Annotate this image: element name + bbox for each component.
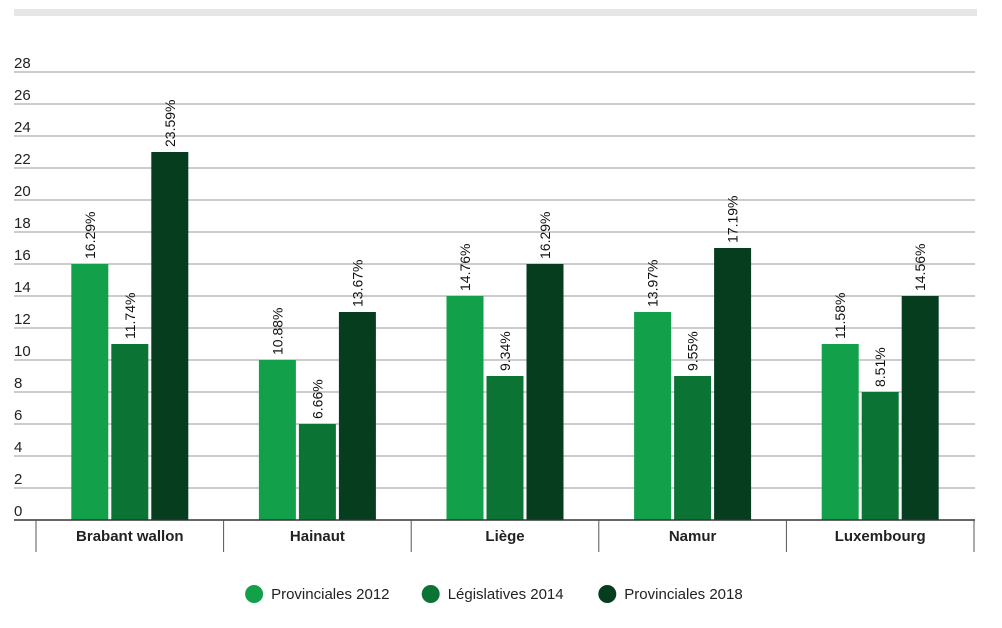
bar bbox=[338, 312, 376, 520]
data-label: 9.55% bbox=[685, 331, 701, 371]
x-axis: Brabant wallon Hainaut Liège Namur Luxembour… bbox=[14, 519, 975, 552]
top-banner-bar bbox=[14, 9, 977, 16]
x-tick-label: Namur bbox=[669, 528, 717, 545]
y-tick-label: 6 bbox=[14, 407, 22, 424]
y-tick-label: 24 bbox=[14, 119, 31, 136]
bar bbox=[634, 312, 672, 520]
bars bbox=[71, 152, 939, 520]
y-tick-label: 2 bbox=[14, 471, 22, 488]
data-label: 11.58% bbox=[832, 293, 848, 339]
y-tick-label: 8 bbox=[14, 375, 22, 392]
data-label: 11.74% bbox=[122, 293, 138, 339]
bar bbox=[446, 296, 484, 520]
bar bbox=[151, 152, 189, 520]
y-tick-label: 18 bbox=[14, 215, 31, 232]
bar bbox=[821, 344, 859, 520]
legend-swatch bbox=[421, 585, 440, 603]
bar bbox=[526, 264, 564, 520]
bar bbox=[901, 296, 939, 520]
data-label: 23.59% bbox=[162, 100, 178, 147]
y-tick-label: 16 bbox=[14, 247, 31, 264]
x-tick-label: Luxembourg bbox=[835, 528, 926, 545]
data-label: 8.51% bbox=[872, 347, 888, 387]
y-tick-label: 10 bbox=[14, 343, 31, 360]
bar bbox=[298, 424, 336, 520]
bar bbox=[861, 392, 899, 520]
data-label: 14.76% bbox=[457, 244, 473, 291]
y-tick-label: 28 bbox=[14, 55, 31, 72]
bar bbox=[71, 264, 109, 520]
data-label: 14.56% bbox=[912, 244, 928, 291]
bar bbox=[111, 344, 149, 520]
y-tick-label: 12 bbox=[14, 311, 31, 328]
y-tick-label: 0 bbox=[14, 503, 22, 520]
data-label: 13.67% bbox=[349, 260, 365, 307]
data-label: 10.88% bbox=[269, 308, 285, 355]
data-labels: 16.29% 11.74% 23.59% 10.88% 6.66% 13.67% 14.76… bbox=[82, 100, 928, 419]
legend-swatch bbox=[598, 585, 617, 603]
legend-label: Provinciales 2018 bbox=[624, 586, 742, 603]
data-label: 13.97% bbox=[645, 260, 661, 307]
x-tick-label: Brabant wallon bbox=[76, 528, 184, 545]
y-tick-label: 4 bbox=[14, 439, 22, 456]
data-label: 9.34% bbox=[497, 331, 513, 371]
bar bbox=[714, 248, 752, 520]
x-tick-label: Hainaut bbox=[290, 528, 345, 545]
bar bbox=[674, 376, 712, 520]
legend: Provinciales 2012 Législatives 2014 Provin… bbox=[245, 585, 743, 603]
legend-swatch bbox=[245, 585, 264, 603]
y-tick-label: 20 bbox=[14, 183, 31, 200]
data-label: 6.66% bbox=[309, 379, 325, 419]
bar bbox=[486, 376, 524, 520]
y-tick-label: 14 bbox=[14, 279, 31, 296]
legend-label: Provinciales 2012 bbox=[271, 586, 389, 603]
legend-label: Législatives 2014 bbox=[448, 586, 564, 603]
y-tick-label: 26 bbox=[14, 87, 31, 104]
bar bbox=[258, 360, 296, 520]
data-label: 16.29% bbox=[82, 212, 98, 259]
x-tick-label: Liège bbox=[485, 528, 524, 545]
y-tick-label: 22 bbox=[14, 151, 31, 168]
data-label: 17.19% bbox=[725, 196, 741, 243]
data-label: 16.29% bbox=[537, 212, 553, 259]
